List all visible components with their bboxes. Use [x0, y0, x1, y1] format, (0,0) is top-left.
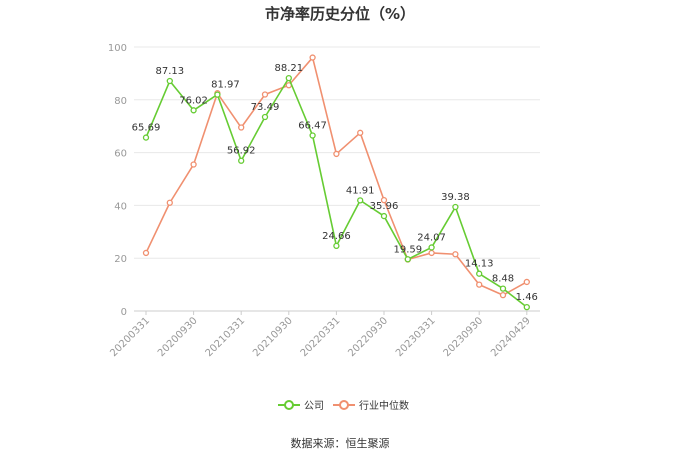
data-label: 24.07 — [417, 232, 446, 243]
data-label: 88.21 — [274, 63, 303, 74]
data-point-company[interactable] — [357, 197, 364, 204]
y-tick-label: 40 — [114, 201, 127, 212]
data-label: 14.13 — [465, 259, 494, 270]
data-label: 87.13 — [155, 66, 184, 77]
x-tick-label: 20200331 — [108, 315, 152, 359]
legend-label-company: 公司 — [304, 401, 324, 412]
data-point-industry-median[interactable] — [452, 251, 459, 258]
data-point-company[interactable] — [523, 303, 530, 311]
chart-title: 市净率历史分位（%） — [265, 5, 415, 23]
data-point-company[interactable] — [499, 285, 507, 292]
data-label: 19.59 — [393, 244, 422, 255]
data-label: 73.49 — [251, 102, 280, 113]
x-axis: 20200331 20200930 20210331 20210930 20220331… — [108, 310, 540, 359]
data-point-industry-median[interactable] — [238, 124, 245, 131]
y-tick-label: 100 — [108, 43, 127, 54]
data-label: 24.66 — [322, 231, 351, 242]
y-tick-label: 80 — [114, 96, 127, 107]
x-tick-label: 20200930 — [156, 315, 200, 359]
legend-label-industry-median: 行业中位数 — [359, 399, 409, 412]
data-point-company[interactable] — [142, 134, 150, 141]
data-label: 41.91 — [346, 185, 375, 196]
data-point-industry-median[interactable] — [333, 150, 340, 158]
data-point-industry-median[interactable] — [190, 161, 197, 168]
data-point-company[interactable] — [238, 157, 245, 164]
data-point-company[interactable] — [214, 91, 221, 98]
data-point-company[interactable] — [261, 113, 269, 121]
data-point-industry-median[interactable] — [380, 196, 388, 204]
data-point-company[interactable] — [452, 203, 459, 211]
data-point-company[interactable] — [285, 74, 292, 82]
data-point-company[interactable] — [166, 77, 173, 85]
data-point-industry-median[interactable] — [142, 249, 150, 257]
data-point-industry-median[interactable] — [309, 54, 316, 61]
data-label: 35.96 — [370, 201, 399, 212]
data-point-industry-median[interactable] — [499, 292, 507, 299]
x-tick-label: 20220331 — [299, 315, 343, 359]
data-point-company[interactable] — [428, 244, 435, 251]
legend-marker-industry-median — [339, 400, 349, 410]
data-point-company[interactable] — [476, 270, 483, 277]
data-label: 1.46 — [516, 292, 538, 303]
x-tick-label: 20230331 — [394, 315, 438, 359]
data-point-company[interactable] — [190, 107, 197, 114]
legend-marker-company — [284, 400, 294, 410]
data-point-company[interactable] — [333, 242, 340, 250]
series-group — [142, 54, 530, 311]
source-note: 数据来源：恒生聚源 — [291, 436, 390, 450]
data-point-industry-median[interactable] — [476, 281, 483, 288]
legend-item-industry-median[interactable]: 行业中位数 — [333, 399, 409, 412]
y-tick-label: 20 — [114, 254, 127, 265]
y-axis: 0 20 40 60 80 100 — [108, 43, 127, 318]
data-point-company[interactable] — [404, 256, 411, 263]
data-label: 66.47 — [298, 121, 327, 132]
legend-item-company[interactable]: 公司 — [278, 400, 324, 412]
y-tick-label: 60 — [114, 149, 127, 160]
data-label: 81.97 — [211, 80, 240, 91]
y-tick-label: 0 — [121, 307, 127, 318]
data-point-company[interactable] — [309, 132, 316, 139]
x-tick-label: 20240429 — [489, 315, 533, 359]
data-point-company[interactable] — [380, 212, 388, 220]
data-label: 39.38 — [441, 192, 470, 203]
x-tick-label: 20230930 — [442, 315, 486, 359]
data-label: 76.02 — [179, 95, 208, 106]
data-point-industry-median[interactable] — [261, 91, 269, 98]
data-point-industry-median[interactable] — [428, 249, 435, 257]
data-label: 65.69 — [132, 123, 161, 134]
legend[interactable]: 公司 行业中位数 — [278, 399, 409, 412]
data-label: 8.48 — [492, 274, 514, 285]
x-tick-label: 20210930 — [251, 315, 295, 359]
data-label: 56.92 — [227, 146, 256, 157]
data-point-industry-median[interactable] — [523, 278, 530, 286]
x-tick-label: 20220930 — [346, 315, 390, 359]
data-point-industry-median[interactable] — [166, 199, 173, 206]
data-point-industry-median[interactable] — [357, 129, 364, 136]
x-tick-label: 20210331 — [204, 315, 248, 359]
